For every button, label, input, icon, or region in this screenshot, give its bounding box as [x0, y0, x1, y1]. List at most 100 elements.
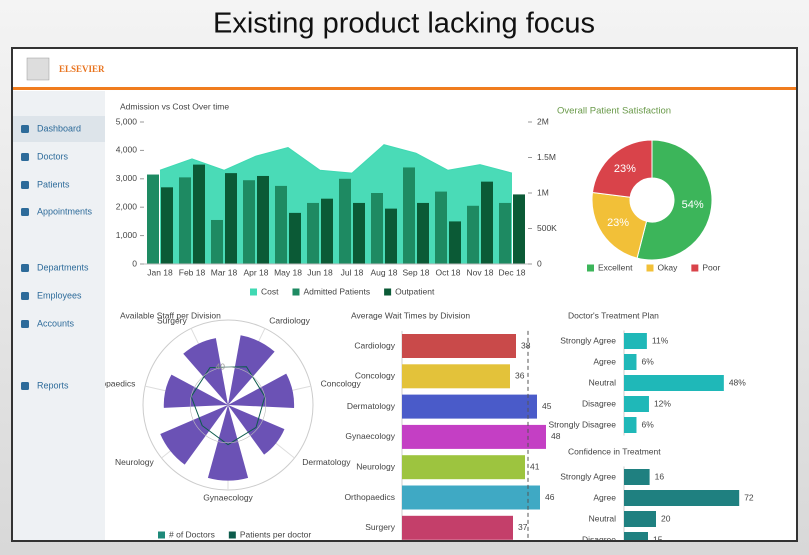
bar — [624, 532, 648, 540]
chart-title: Overall Patient Satisfaction — [557, 106, 671, 117]
nav-icon — [21, 153, 29, 161]
nav-item[interactable]: Accounts — [37, 318, 75, 328]
nav-icon — [21, 292, 29, 300]
bar — [402, 485, 540, 510]
chart-title: Doctor's Treatment Plan — [568, 310, 659, 320]
nav-item[interactable]: Patients — [37, 179, 70, 189]
legend-label: Admitted Patients — [303, 286, 370, 296]
value-label: 6% — [641, 419, 654, 429]
legend-swatch — [384, 288, 392, 296]
slice-label: 54% — [682, 199, 704, 211]
bar — [402, 515, 513, 540]
bar — [403, 167, 415, 264]
category-label: Agree — [593, 492, 616, 502]
doughnut-slice — [591, 139, 653, 198]
bar — [624, 511, 656, 527]
chart-title: Admission vs Cost Over time — [120, 101, 229, 111]
category-label: Disagree — [582, 534, 616, 544]
nav-icon — [21, 125, 29, 133]
bar — [193, 164, 205, 264]
x-tick-label: Jul 18 — [341, 267, 364, 277]
value-label: 36 — [515, 371, 525, 381]
nav-item[interactable]: Employees — [37, 290, 82, 300]
y2-tick-label: 1.5M — [537, 152, 556, 162]
category-label: Neurology — [115, 457, 154, 467]
category-label: Concology — [321, 379, 362, 389]
nav-item[interactable]: Dashboard — [37, 123, 81, 133]
value-label: 6% — [641, 356, 654, 366]
value-label: 48% — [729, 377, 746, 387]
nav-icon — [21, 382, 29, 390]
slice-label: 23% — [607, 217, 629, 229]
bar — [275, 185, 287, 264]
bar — [417, 202, 429, 264]
petal — [163, 374, 228, 408]
legend-swatch — [587, 264, 594, 272]
bar — [321, 198, 333, 264]
legend-label: Excellent — [598, 262, 633, 272]
y-tick-label: 0 — [132, 258, 137, 268]
bar — [499, 202, 511, 264]
bar — [371, 193, 383, 264]
category-label: Orthopaedics — [85, 379, 136, 389]
category-label: Concology — [355, 371, 396, 381]
y2-tick-label: 2M — [537, 116, 549, 126]
category-label: Cardiology — [269, 315, 310, 325]
value-label: 20 — [661, 513, 671, 523]
value-label: 45 — [542, 401, 552, 411]
category-label: Strongly Agree — [560, 335, 616, 345]
logo — [26, 57, 50, 81]
bar — [624, 469, 650, 485]
x-tick-label: Aug 18 — [371, 267, 398, 277]
nav: Dashboard Doctors Patients Appointments Depa… — [21, 123, 93, 390]
bar — [624, 490, 740, 506]
bar — [339, 178, 351, 264]
nav-icon — [21, 264, 29, 272]
bar — [402, 394, 537, 419]
nav-item[interactable]: Reports — [37, 380, 69, 390]
chart-title: Confidence in Treatment — [568, 446, 661, 456]
area-line — [159, 144, 513, 174]
legend-label: Cost — [261, 286, 279, 296]
y-tick-label: 5,000 — [116, 116, 138, 126]
chart-title: Available Staff per Division — [120, 310, 221, 320]
slice-label: 23% — [614, 163, 636, 175]
x-tick-label: Jun 18 — [307, 267, 333, 277]
category-label: Surgery — [365, 522, 396, 532]
y-tick-label: 4,000 — [116, 145, 138, 155]
category-label: Gynaecology — [203, 492, 253, 502]
doughnut-slice — [636, 139, 713, 261]
bar — [353, 202, 365, 264]
category-label: Surgery — [157, 315, 188, 325]
radial-grid — [189, 366, 267, 444]
legend-swatch — [292, 288, 300, 296]
x-tick-label: Sep 18 — [403, 267, 430, 277]
legend-swatch — [646, 264, 654, 272]
bar — [225, 173, 237, 264]
nav-item[interactable]: Departments — [37, 262, 89, 272]
x-tick-label: Dec 18 — [499, 267, 526, 277]
y2-tick-label: 1M — [537, 187, 549, 197]
doughnut-slice — [591, 191, 648, 259]
category-label: Neutral — [589, 377, 617, 387]
value-label: 11% — [652, 335, 669, 345]
category-label: Agree — [593, 356, 616, 366]
slide-title: Existing product lacking focus — [213, 8, 595, 40]
nav-item[interactable]: Appointments — [37, 206, 93, 216]
bar — [147, 174, 159, 264]
bar — [402, 424, 546, 449]
nav-icon — [21, 320, 29, 328]
legend-swatch — [691, 264, 699, 272]
legend-label: Okay — [658, 262, 679, 272]
category-label: Orthopaedics — [344, 492, 395, 502]
category-label: Cardiology — [354, 340, 395, 350]
value-label: 46 — [545, 492, 555, 502]
y2-tick-label: 0 — [537, 258, 542, 268]
value-label: 38 — [521, 340, 531, 350]
nav-item[interactable]: Doctors — [37, 151, 69, 161]
petal — [160, 405, 228, 465]
content: Admission vs Cost Over time 0 1,000 2,000 3,… — [85, 101, 754, 544]
legend-label: Patients per doctor — [240, 529, 312, 539]
bar — [624, 354, 637, 370]
